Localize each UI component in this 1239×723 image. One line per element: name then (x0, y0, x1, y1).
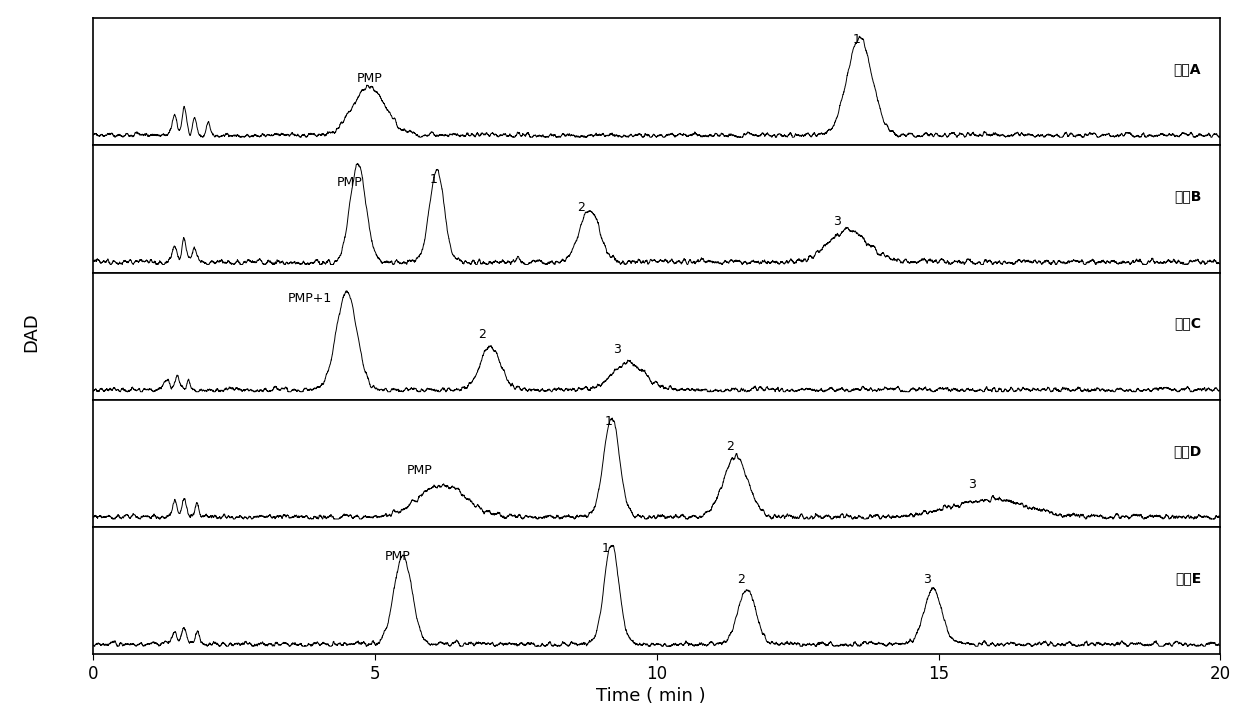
Text: PMP: PMP (337, 176, 362, 189)
Text: PMP: PMP (357, 72, 382, 85)
Text: 3: 3 (833, 215, 841, 228)
Text: 梯度E: 梯度E (1175, 571, 1202, 585)
Text: 2: 2 (478, 328, 486, 341)
Text: 1: 1 (602, 542, 610, 555)
Text: 2: 2 (576, 201, 585, 214)
Text: 1: 1 (605, 415, 613, 428)
Text: Time ( min ): Time ( min ) (596, 687, 705, 705)
Text: 3: 3 (613, 343, 621, 356)
Text: DAD: DAD (22, 313, 40, 352)
Text: 梯度B: 梯度B (1173, 189, 1202, 203)
Text: 2: 2 (737, 573, 745, 586)
Text: PMP: PMP (408, 463, 432, 476)
Text: 3: 3 (969, 478, 976, 491)
Text: PMP+1: PMP+1 (287, 292, 332, 305)
Text: PMP: PMP (384, 550, 410, 563)
Text: 2: 2 (726, 440, 733, 453)
Text: 1: 1 (852, 33, 861, 46)
Text: 1: 1 (430, 173, 437, 186)
Text: 梯度D: 梯度D (1173, 444, 1202, 458)
Text: 梯度A: 梯度A (1173, 62, 1202, 76)
Text: 梯度C: 梯度C (1175, 317, 1202, 330)
Text: 3: 3 (923, 573, 932, 586)
